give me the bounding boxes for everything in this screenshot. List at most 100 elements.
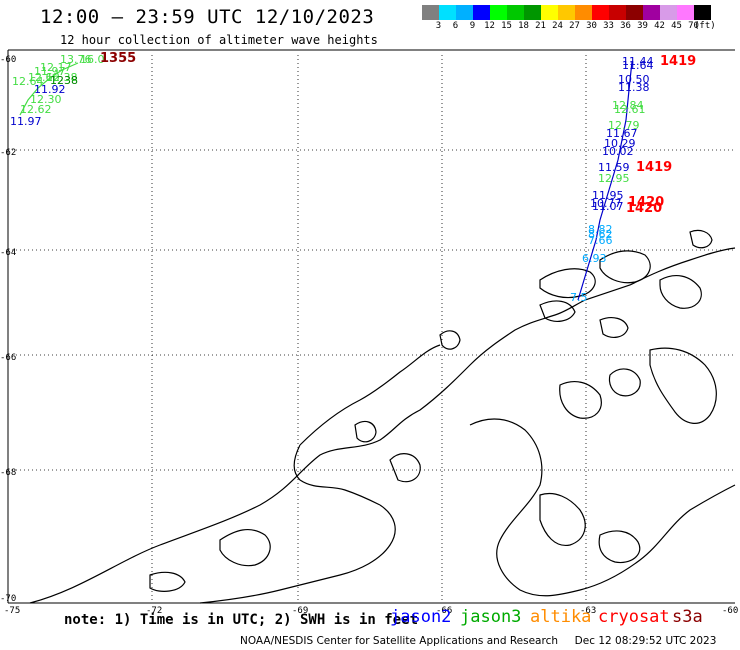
satellite-legend-s3a: s3a <box>672 607 703 627</box>
pass-time-label: 1420 <box>626 201 663 216</box>
wave-height-reading: 11.92 <box>34 83 66 96</box>
wave-height-reading: 12.64 <box>12 75 44 88</box>
latitude-label: -62 <box>0 148 17 158</box>
legend-label: 6 <box>452 21 459 31</box>
wave-height-reading: 16.0 <box>80 53 105 66</box>
legend-label: 27 <box>569 21 580 31</box>
legend-label: 36 <box>620 21 631 31</box>
wave-height-reading: 13.76 <box>60 53 92 66</box>
wave-height-reading: 12.38 <box>46 71 78 84</box>
wave-height-reading: 12.66 <box>28 71 60 84</box>
map-frame <box>7 49 735 604</box>
legend-label: (ft) <box>694 21 716 31</box>
legend-label: 24 <box>552 21 563 31</box>
legend-label: 9 <box>469 21 476 31</box>
pass-time-label: 1419 <box>636 160 673 175</box>
longitude-label: -66 <box>436 606 453 616</box>
legend-swatch <box>575 5 592 20</box>
legend-label: 39 <box>637 21 648 31</box>
wave-height-reading: 11.95 <box>592 189 624 202</box>
wave-height-reading: 11.97 <box>34 65 66 78</box>
graticule <box>8 55 735 603</box>
legend-label: 18 <box>518 21 529 31</box>
legend-swatch <box>558 5 575 20</box>
wave-height-reading: 12.95 <box>598 172 630 185</box>
legend-swatch <box>694 5 711 20</box>
wave-height-reading: 12.79 <box>608 119 640 132</box>
wave-height-reading: 11.97 <box>10 115 42 128</box>
legend-label: 70 <box>688 21 699 31</box>
wave-height-reading: 10.50 <box>618 73 650 86</box>
longitude-label: -69 <box>292 606 309 616</box>
wave-height-reading: 11.44 <box>622 55 654 68</box>
wave-height-reading: 12.17 <box>40 61 72 74</box>
track-west <box>19 62 79 116</box>
longitude-label: -60 <box>722 606 739 616</box>
satellite-legend-altika: altika <box>530 607 592 627</box>
altimeter-tracks <box>19 61 633 301</box>
longitude-label: -63 <box>580 606 597 616</box>
wave-height-reading: 1238 <box>50 74 78 87</box>
legend-label: 21 <box>535 21 546 31</box>
wave-height-reading: 12.62 <box>20 103 52 116</box>
legend-swatch <box>592 5 609 20</box>
wave-height-reading: 6.93 <box>582 252 607 265</box>
wave-height-reading: 8.62 <box>588 228 613 241</box>
wave-height-reading: 11.38 <box>618 81 650 94</box>
legend-swatch <box>524 5 541 20</box>
wave-height-reading: 10.02 <box>602 145 634 158</box>
latitude-label: -68 <box>0 468 17 478</box>
legend-swatch <box>677 5 694 20</box>
color-scale-legend <box>422 5 711 20</box>
legend-label: 12 <box>484 21 495 31</box>
wave-height-reading: 11.59 <box>598 161 630 174</box>
legend-label: 42 <box>654 21 665 31</box>
legend-swatch <box>507 5 524 20</box>
legend-label: 33 <box>603 21 614 31</box>
legend-swatch <box>456 5 473 20</box>
longitude-label: -75 <box>4 606 21 616</box>
latitude-label: -60 <box>0 55 17 65</box>
pass-time-label: 1419 <box>660 54 697 69</box>
longitude-label: -72 <box>146 606 163 616</box>
wave-height-reading: 12.61 <box>614 103 646 116</box>
legend-label: 45 <box>671 21 682 31</box>
latitude-label: -70 <box>0 594 17 604</box>
pass-time-label: 1420 <box>628 195 665 210</box>
legend-swatch <box>609 5 626 20</box>
legend-label: 30 <box>586 21 597 31</box>
wave-height-reading: 11.64 <box>622 59 654 72</box>
wave-height-reading: 12.30 <box>30 93 62 106</box>
antarctic-peninsula-coastline <box>29 229 736 604</box>
wave-height-reading: 10.77 <box>590 197 622 210</box>
footer-note: note: 1) Time is in UTC; 2) SWH is in fe… <box>64 612 419 628</box>
wave-height-reading: 10.29 <box>604 137 636 150</box>
legend-swatch <box>439 5 456 20</box>
legend-swatch <box>643 5 660 20</box>
legend-label: 15 <box>501 21 512 31</box>
latitude-label: -64 <box>0 248 17 258</box>
map-title: 12:00 – 23:59 UTC 12/10/2023 <box>40 6 375 28</box>
footer-credit: NOAA/NESDIS Center for Satellite Applica… <box>240 635 717 647</box>
satellite-legend-cryosat: cryosat <box>598 607 670 627</box>
satellite-legend-jason2: jason2 <box>390 607 452 627</box>
wave-height-reading: 11.67 <box>606 127 638 140</box>
legend-swatch <box>626 5 643 20</box>
legend-swatch <box>660 5 677 20</box>
legend-swatch <box>422 5 439 20</box>
wave-height-reading: 11.07 <box>592 200 624 213</box>
legend-swatch <box>490 5 507 20</box>
wave-height-reading: 8.82 <box>588 223 613 236</box>
wave-height-reading: 12.84 <box>612 99 644 112</box>
wave-height-reading: 7.66 <box>588 234 613 247</box>
legend-swatch <box>473 5 490 20</box>
legend-swatch <box>541 5 558 20</box>
map-subtitle: 12 hour collection of altimeter wave hei… <box>60 33 378 47</box>
latitude-label: -66 <box>0 353 17 363</box>
pass-time-label: 1355 <box>100 51 137 66</box>
wave-height-reading: 7.5 <box>570 291 588 304</box>
satellite-legend-jason3: jason3 <box>460 607 522 627</box>
legend-label: 3 <box>435 21 442 31</box>
track-east <box>577 61 633 301</box>
